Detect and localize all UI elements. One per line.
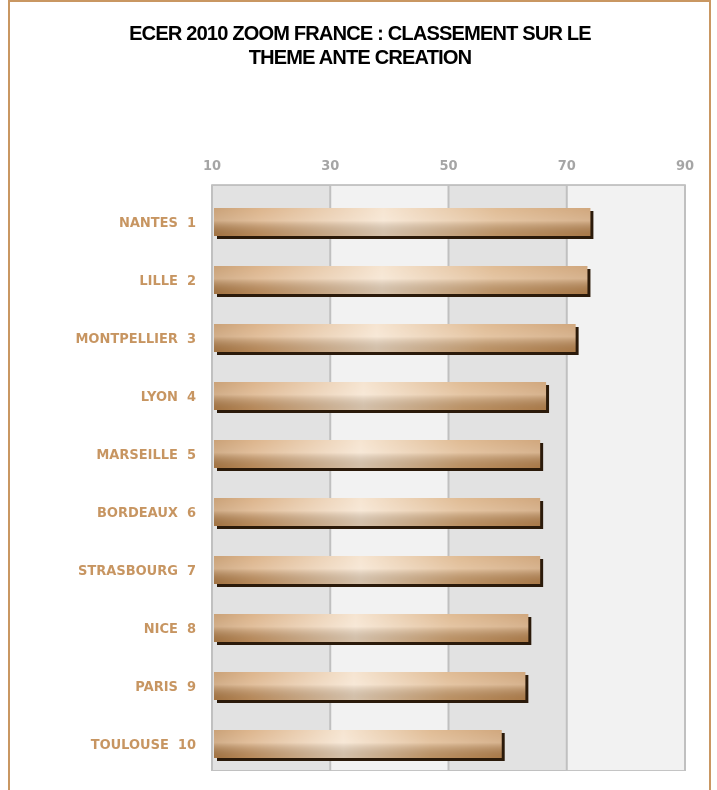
x-tick-label: 70 — [558, 159, 576, 174]
bar-sheen — [214, 382, 547, 410]
bar-sheen — [214, 730, 502, 758]
bar-sheen — [214, 498, 541, 526]
x-tick-label: 10 — [203, 159, 221, 174]
x-axis-ticks: 10 30 50 70 90 — [203, 159, 694, 174]
bar-sheen — [214, 440, 541, 468]
category-label: LILLE 2 — [139, 274, 196, 289]
bar-sheen — [214, 324, 576, 352]
chart-title-line-1: ECER 2010 ZOOM FRANCE : CLASSEMENT SUR L… — [129, 23, 592, 45]
bar-sheen — [214, 614, 529, 642]
category-label: STRASBOURG 7 — [78, 564, 196, 579]
category-labels: NANTES 1 LILLE 2 MONTPELLIER 3 LYON 4 MARSEI… — [75, 216, 196, 753]
bar-sheen — [214, 556, 541, 584]
category-label: PARIS 9 — [135, 680, 196, 695]
x-tick-label: 30 — [321, 159, 339, 174]
bars — [214, 208, 594, 761]
bar-sheen — [214, 208, 591, 236]
bar-chart: 10 30 50 70 90 NANTES 1 LILLE 2 MONTPELLIER 3 L… — [75, 159, 694, 771]
category-label: NICE 8 — [144, 622, 196, 637]
bar-sheen — [214, 266, 588, 294]
category-label: LYON 4 — [141, 390, 196, 405]
bar-sheen — [214, 672, 526, 700]
category-label: MARSEILLE 5 — [96, 448, 196, 463]
x-tick-label: 50 — [439, 159, 457, 174]
chart-title-line-2: THEME ANTE CREATION — [248, 47, 472, 69]
category-label: MONTPELLIER 3 — [75, 332, 196, 347]
x-tick-label: 90 — [676, 159, 694, 174]
category-label: TOULOUSE 10 — [91, 738, 196, 753]
category-label: BORDEAUX 6 — [97, 506, 196, 521]
category-label: NANTES 1 — [119, 216, 196, 231]
chart-title: ECER 2010 ZOOM FRANCE : CLASSEMENT SUR L… — [40, 22, 680, 70]
